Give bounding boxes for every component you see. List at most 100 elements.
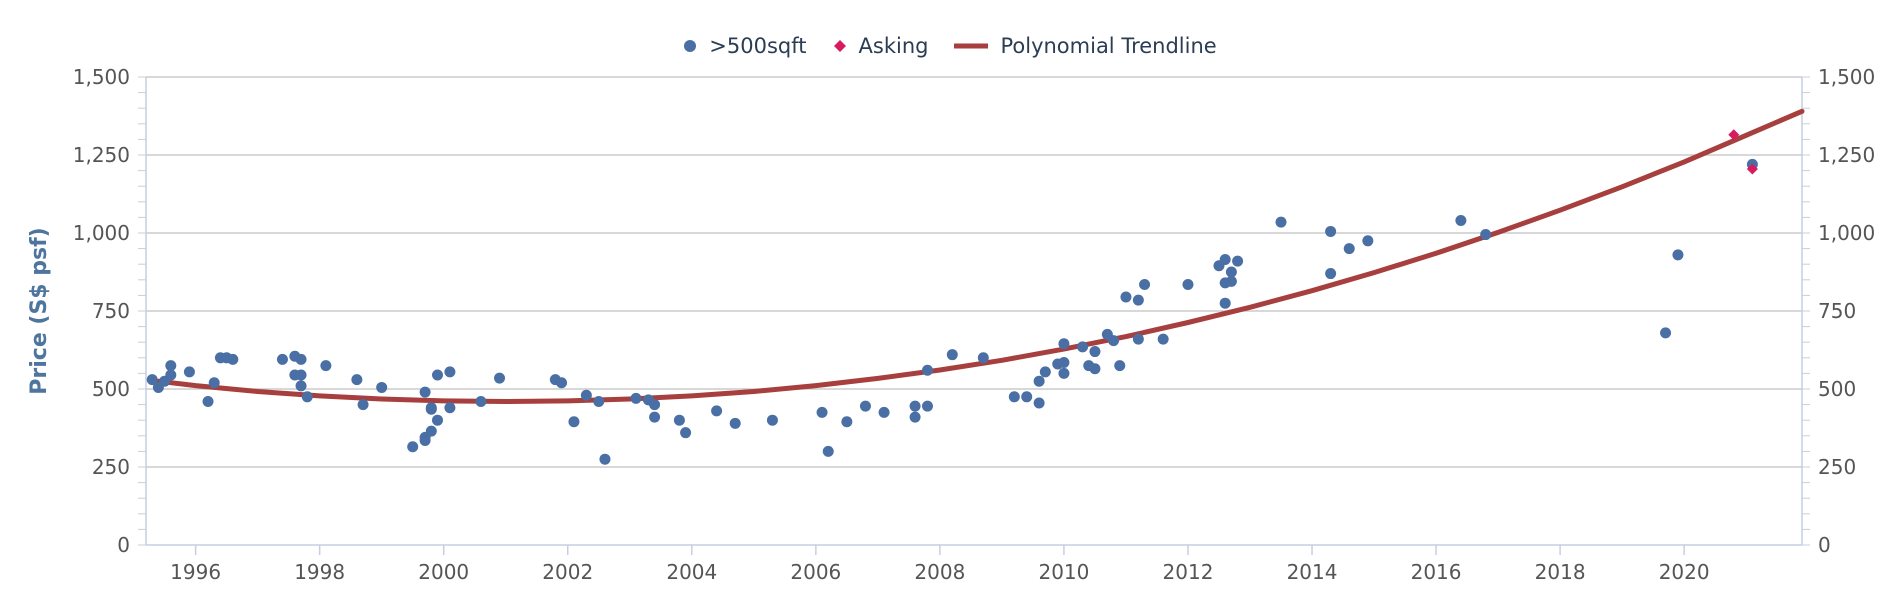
scatter-point — [432, 369, 444, 381]
legend-label-asking: Asking — [858, 34, 929, 58]
scatter-point — [878, 406, 890, 418]
scatter-point — [202, 395, 214, 407]
scatter-point — [593, 395, 605, 407]
scatter-point — [1089, 363, 1101, 375]
y-tick-label-right: 1,500 — [1818, 65, 1875, 89]
diamond-marker-icon — [833, 39, 847, 53]
scatter-point — [1039, 366, 1051, 378]
scatter-point — [909, 411, 921, 423]
scatter-point — [1089, 346, 1101, 358]
scatter-point — [425, 425, 437, 437]
scatter-point — [1325, 268, 1337, 280]
scatter-point — [444, 402, 456, 414]
scatter-point — [822, 445, 834, 457]
scatter-point — [580, 389, 592, 401]
y-tick-label-right: 0 — [1818, 533, 1831, 557]
scatter-point — [556, 377, 568, 389]
grid-lines — [146, 76, 1802, 468]
x-tick-label: 2016 — [1411, 560, 1462, 584]
scatter-point — [357, 399, 369, 411]
scatter-point — [1058, 338, 1070, 350]
y-tick-label: 1,250 — [73, 143, 130, 167]
scatter-point — [1225, 275, 1237, 287]
scatter-point — [1033, 397, 1045, 409]
scatter-point — [1455, 215, 1467, 227]
x-tick-label: 2000 — [418, 560, 469, 584]
scatter-point — [921, 364, 933, 376]
y-axis-label: Price (S$ psf) — [27, 227, 52, 394]
scatter-point — [1132, 333, 1144, 345]
y-tick-label-right: 500 — [1818, 377, 1856, 401]
scatter-point — [673, 414, 685, 426]
x-tick-label: 2008 — [914, 560, 965, 584]
scatter-point — [165, 369, 177, 381]
circle-marker-icon — [683, 39, 697, 53]
scatter-point — [1343, 243, 1355, 255]
y-tick-label: 500 — [92, 377, 130, 401]
scatter-point — [909, 400, 921, 412]
scatter-point — [1008, 391, 1020, 403]
scatter-point — [376, 381, 388, 393]
x-tick-label: 1998 — [294, 560, 345, 584]
legend-item-asking[interactable]: Asking — [833, 34, 929, 58]
scatter-point — [859, 400, 871, 412]
legend-item-scatter[interactable]: >500sqft — [683, 34, 807, 58]
scatter-point — [841, 416, 853, 428]
scatter-point — [208, 377, 220, 389]
y-tick-label-right: 1,250 — [1818, 143, 1875, 167]
y-tick-label: 0 — [117, 533, 130, 557]
scatter-point — [1139, 278, 1151, 290]
scatter-point — [568, 416, 580, 428]
scatter-point — [295, 353, 307, 365]
scatter-point — [1480, 229, 1492, 241]
scatter-series — [146, 158, 1758, 465]
scatter-point — [1225, 266, 1237, 278]
scatter-point — [1362, 235, 1374, 247]
legend-item-trendline[interactable]: Polynomial Trendline — [954, 34, 1217, 58]
y-tick-label-right: 750 — [1818, 299, 1856, 323]
scatter-point — [1021, 391, 1033, 403]
scatter-point — [1275, 216, 1287, 228]
scatter-point — [599, 453, 611, 465]
line-marker-icon — [954, 41, 989, 51]
legend-label-scatter: >500sqft — [709, 34, 807, 58]
scatter-point — [1672, 249, 1684, 261]
y-tick-label-right: 1,000 — [1818, 221, 1875, 245]
x-tick-label: 1996 — [170, 560, 221, 584]
x-tick-label: 2002 — [542, 560, 593, 584]
x-tick-label: 2020 — [1659, 560, 1710, 584]
x-tick-label: 2006 — [790, 560, 841, 584]
scatter-point — [1114, 360, 1126, 372]
scatter-point — [295, 369, 307, 381]
scatter-point — [425, 402, 437, 414]
scatter-point — [475, 395, 487, 407]
y-tick-label: 1,000 — [73, 221, 130, 245]
scatter-point — [977, 352, 989, 364]
y-tick-label: 1,500 — [73, 65, 130, 89]
scatter-point — [227, 353, 239, 365]
trendline-series — [155, 108, 1805, 404]
x-tick-label: 2010 — [1038, 560, 1089, 584]
x-tick-label: 2004 — [666, 560, 717, 584]
scatter-point — [1108, 335, 1120, 347]
scatter-point — [1219, 254, 1231, 266]
y-tick-label: 750 — [92, 299, 130, 323]
axes — [138, 76, 1810, 555]
asking-series — [1728, 129, 1758, 175]
scatter-point — [1058, 356, 1070, 368]
scatter-point — [1182, 278, 1194, 290]
scatter-point — [680, 427, 692, 439]
scatter-point — [320, 360, 332, 372]
asking-point — [1728, 129, 1740, 141]
scatter-point — [1219, 297, 1231, 309]
scatter-point — [816, 406, 828, 418]
y-tick-label-right: 250 — [1818, 455, 1856, 479]
scatter-point — [407, 441, 419, 453]
x-tick-label: 2018 — [1535, 560, 1586, 584]
scatter-point — [444, 366, 456, 378]
scatter-point — [729, 417, 741, 429]
scatter-point — [276, 353, 288, 365]
scatter-point — [921, 400, 933, 412]
scatter-point — [1660, 327, 1672, 339]
asking-point — [1746, 163, 1758, 175]
